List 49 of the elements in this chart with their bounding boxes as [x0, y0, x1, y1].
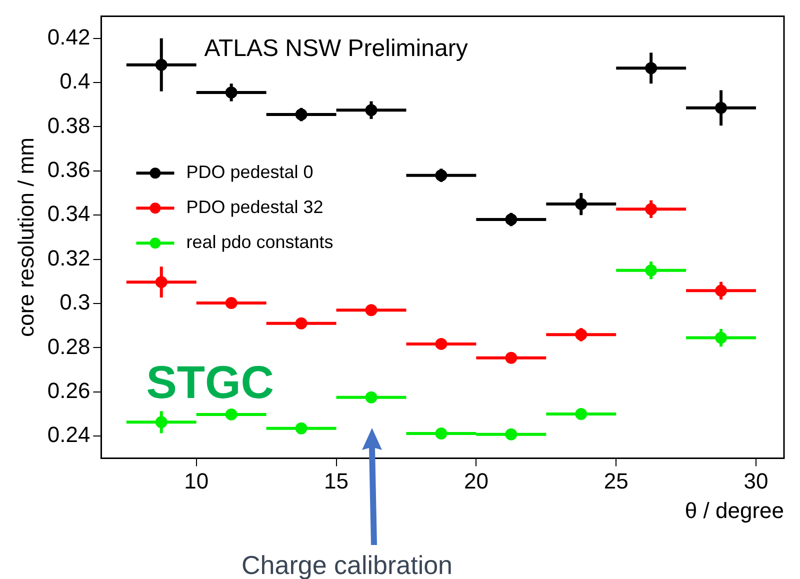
- point: [435, 338, 448, 350]
- point: [295, 317, 308, 330]
- point: [295, 422, 308, 434]
- point: [715, 102, 728, 114]
- annotation: STGC: [146, 356, 274, 408]
- point: [435, 169, 448, 182]
- legend-label: PDO pedestal 0: [186, 162, 314, 182]
- point: [505, 428, 518, 440]
- y-tick-label: 0.42: [47, 24, 90, 50]
- point: [575, 198, 588, 210]
- point: [365, 104, 378, 116]
- y-tick-label: 0.36: [47, 156, 90, 182]
- y-tick-label: 0.38: [47, 112, 90, 138]
- point: [225, 86, 238, 98]
- point: [155, 58, 168, 71]
- point: [225, 297, 238, 310]
- x-tick-label: 10: [184, 468, 209, 494]
- point: [225, 408, 238, 420]
- y-tick-label: 0.34: [47, 201, 90, 226]
- point: [645, 264, 658, 276]
- x-tick-label: 30: [744, 468, 768, 494]
- x-tick-label: 20: [464, 468, 488, 494]
- legend-label: PDO pedestal 32: [186, 197, 324, 218]
- y-axis-title: core resolution / mm: [13, 138, 38, 337]
- y-tick-label: 0.32: [47, 245, 90, 270]
- point: [505, 352, 518, 364]
- point: [155, 276, 168, 288]
- point: [365, 304, 378, 316]
- point: [505, 214, 518, 226]
- y-tick-label: 0.26: [47, 378, 90, 403]
- point: [715, 284, 728, 297]
- point: [155, 416, 168, 428]
- point: [645, 62, 658, 74]
- point: [365, 391, 378, 404]
- y-tick-label: 0.28: [47, 334, 90, 359]
- point: [645, 203, 658, 216]
- legend-label: real pdo constants: [186, 232, 334, 252]
- x-tick-label: 15: [324, 468, 349, 494]
- x-axis-title: θ / degree: [684, 498, 784, 523]
- point: [575, 328, 588, 341]
- x-tick-label: 25: [604, 468, 628, 494]
- point: [435, 427, 448, 440]
- y-tick-label: 0.3: [60, 290, 90, 315]
- point: [575, 408, 588, 420]
- point: [295, 108, 308, 121]
- annotation: ATLAS NSW Preliminary: [204, 35, 468, 62]
- y-tick-label: 0.24: [47, 422, 90, 448]
- point: [715, 332, 728, 344]
- y-tick-label: 0.4: [60, 68, 90, 94]
